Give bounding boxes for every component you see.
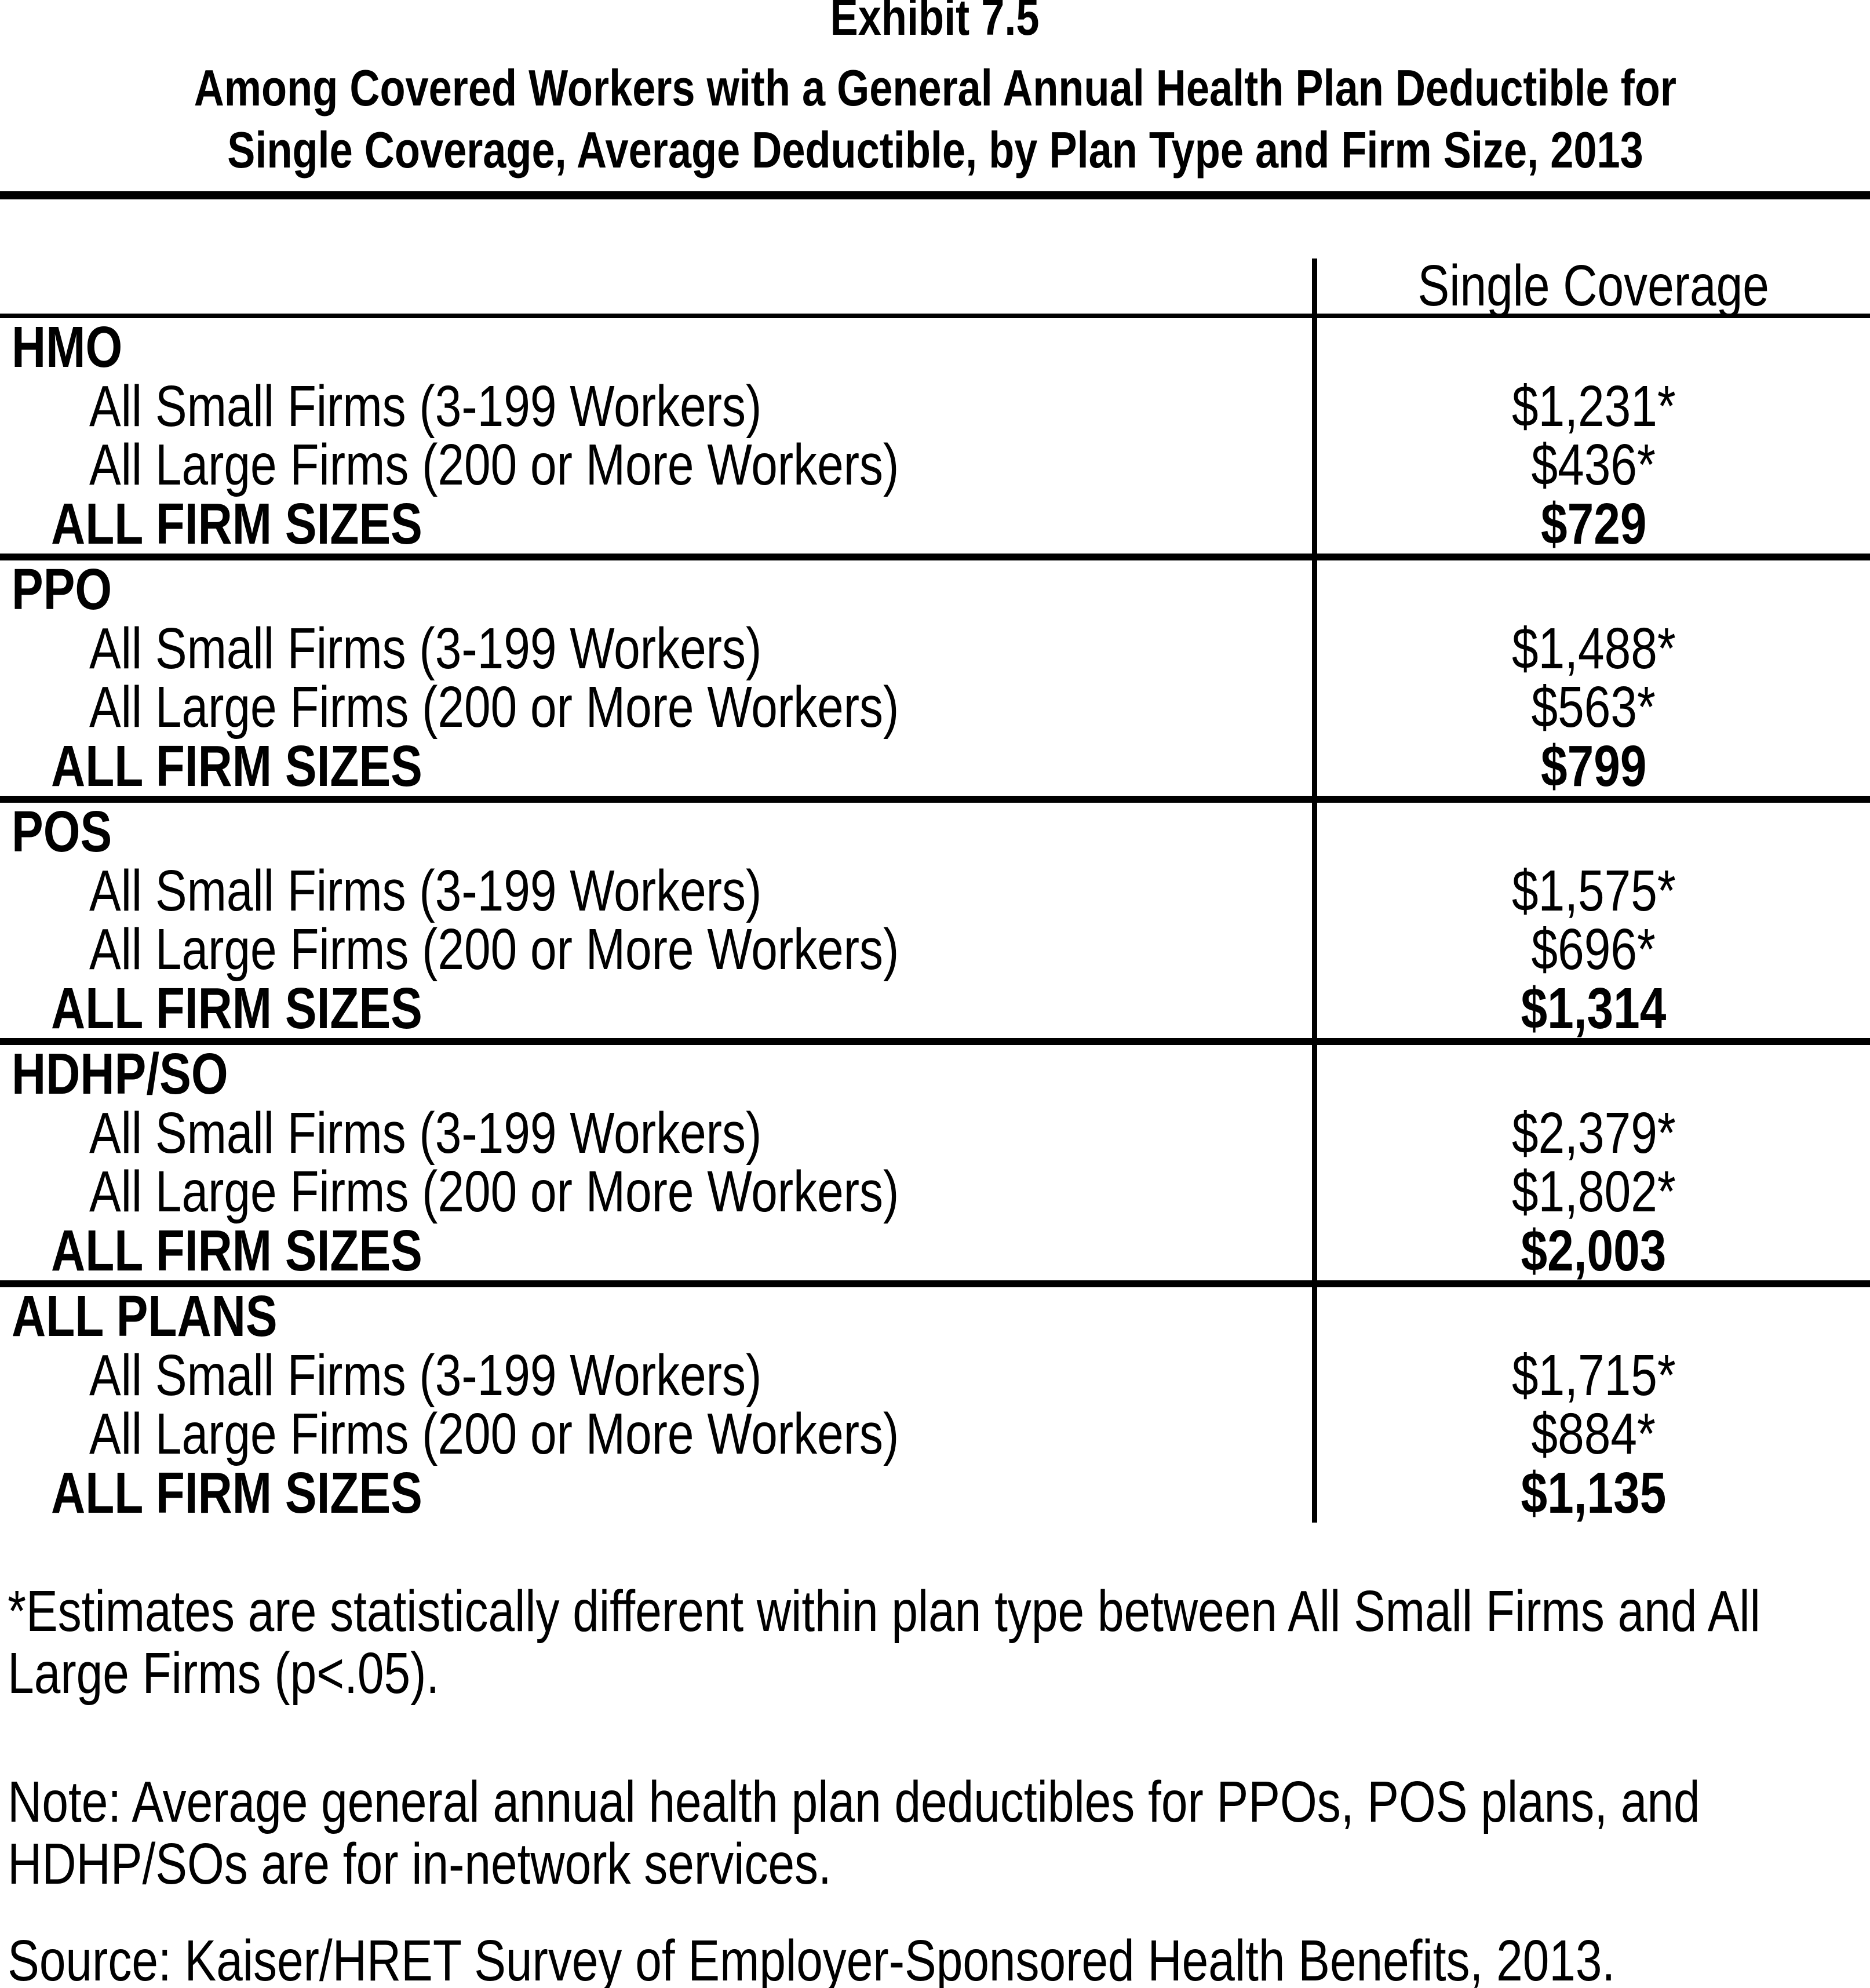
subtitle-line-2: Single Coverage, Average Deductible, by … bbox=[227, 121, 1643, 179]
table-row: ALL FIRM SIZES $729 bbox=[0, 491, 1870, 556]
value-cell bbox=[1312, 1045, 1870, 1104]
title-rule bbox=[0, 191, 1870, 199]
row-label-cell: All Small Firms (3-199 Workers) bbox=[89, 1342, 762, 1408]
table-row: ALL FIRM SIZES $799 bbox=[0, 733, 1870, 799]
plan-name: ALL PLANS bbox=[12, 1284, 278, 1349]
section-pos: POS All Small Firms (3-199 Workers) $1,5… bbox=[0, 799, 1870, 1041]
table-row: All Small Firms (3-199 Workers) $2,379* bbox=[0, 1100, 1870, 1166]
table-row: ALL FIRM SIZES $2,003 bbox=[0, 1218, 1870, 1283]
table-row: PPO bbox=[0, 557, 1870, 622]
value-cell: $1,715* bbox=[1312, 1343, 1870, 1408]
title-block: Exhibit 7.5 Among Covered Workers with a… bbox=[0, 0, 1870, 181]
value-cell: $884* bbox=[1312, 1401, 1870, 1466]
plan-name-cell: POS bbox=[0, 799, 1312, 864]
table-row: All Large Firms (200 or More Workers) $5… bbox=[0, 675, 1870, 740]
exhibit-number-text: Exhibit 7.5 bbox=[830, 0, 1040, 46]
row-label-cell: ALL FIRM SIZES bbox=[51, 975, 422, 1041]
plan-name-cell: PPO bbox=[0, 557, 1312, 622]
row-label-cell: ALL FIRM SIZES bbox=[51, 1218, 422, 1283]
plan-name: PPO bbox=[12, 557, 112, 622]
value-cell: $799 bbox=[1312, 734, 1870, 799]
table-row: All Large Firms (200 or More Workers) $6… bbox=[0, 917, 1870, 982]
value-cell: $1,314 bbox=[1312, 976, 1870, 1041]
value-cell: $2,379* bbox=[1312, 1101, 1870, 1166]
exhibit-number: Exhibit 7.5 bbox=[0, 0, 1870, 43]
table-row: All Large Firms (200 or More Workers) $1… bbox=[0, 1159, 1870, 1225]
footnotes: *Estimates are statistically different w… bbox=[0, 1581, 1870, 1988]
subtitle-line-1: Among Covered Workers with a General Ann… bbox=[194, 59, 1676, 116]
row-label-cell: All Small Firms (3-199 Workers) bbox=[89, 616, 762, 681]
header-empty-cell bbox=[0, 258, 1312, 314]
table-row: All Large Firms (200 or More Workers) $8… bbox=[0, 1401, 1870, 1467]
value-cell: $1,802* bbox=[1312, 1159, 1870, 1224]
plan-name: HDHP/SO bbox=[12, 1042, 228, 1107]
table-row: HMO bbox=[0, 315, 1870, 380]
value-cell bbox=[1312, 560, 1870, 620]
table-row: POS bbox=[0, 799, 1870, 864]
table-row: All Large Firms (200 or More Workers) $4… bbox=[0, 432, 1870, 498]
section-divider bbox=[0, 796, 1870, 803]
significance-footnote: *Estimates are statistically different w… bbox=[8, 1579, 1760, 1706]
value-cell: $696* bbox=[1312, 917, 1870, 982]
row-label-cell: All Small Firms (3-199 Workers) bbox=[89, 1100, 762, 1166]
table-row: ALL PLANS bbox=[0, 1284, 1870, 1349]
plan-name-cell: HDHP/SO bbox=[0, 1042, 1312, 1106]
section-hmo: HMO All Small Firms (3-199 Workers) $1,2… bbox=[0, 315, 1870, 556]
header-rule bbox=[0, 314, 1870, 318]
row-label-cell: All Large Firms (200 or More Workers) bbox=[89, 917, 899, 982]
row-label-cell: All Small Firms (3-199 Workers) bbox=[89, 373, 762, 439]
table-row: All Small Firms (3-199 Workers) $1,488* bbox=[0, 616, 1870, 681]
table-row: All Small Firms (3-199 Workers) $1,715* bbox=[0, 1342, 1870, 1408]
section-hdhp-so: HDHP/SO All Small Firms (3-199 Workers) … bbox=[0, 1042, 1870, 1283]
deductible-table: Single Coverage HMO All Small Firms (3-1… bbox=[0, 253, 1870, 1525]
row-label-cell: All Small Firms (3-199 Workers) bbox=[89, 858, 762, 923]
exhibit-subtitle: Among Covered Workers with a General Ann… bbox=[0, 57, 1870, 181]
source-note: Source: Kaiser/HRET Survey of Employer-S… bbox=[8, 1928, 1616, 1988]
table-row: HDHP/SO bbox=[0, 1042, 1870, 1106]
plan-name-cell: ALL PLANS bbox=[0, 1284, 1312, 1349]
value-cell: $1,135 bbox=[1312, 1461, 1870, 1525]
value-cell: $729 bbox=[1312, 491, 1870, 556]
section-all-plans: ALL PLANS All Small Firms (3-199 Workers… bbox=[0, 1284, 1870, 1525]
row-label-cell: All Large Firms (200 or More Workers) bbox=[89, 1401, 899, 1467]
section-ppo: PPO All Small Firms (3-199 Workers) $1,4… bbox=[0, 557, 1870, 799]
value-cell: $436* bbox=[1312, 432, 1870, 497]
row-label-cell: ALL FIRM SIZES bbox=[51, 733, 422, 799]
plan-name: POS bbox=[12, 799, 112, 865]
row-label-cell: All Large Firms (200 or More Workers) bbox=[89, 432, 899, 498]
section-divider bbox=[0, 554, 1870, 560]
value-cell: $1,231* bbox=[1312, 374, 1870, 439]
table-row: All Small Firms (3-199 Workers) $1,575* bbox=[0, 858, 1870, 923]
plan-name-cell: HMO bbox=[0, 315, 1312, 380]
value-cell: $1,488* bbox=[1312, 616, 1870, 681]
column-header-cell: Single Coverage bbox=[1312, 253, 1870, 318]
section-divider bbox=[0, 1280, 1870, 1287]
section-divider bbox=[0, 1038, 1870, 1045]
value-cell: $2,003 bbox=[1312, 1218, 1870, 1283]
value-cell bbox=[1312, 803, 1870, 862]
plan-name: HMO bbox=[12, 315, 123, 380]
value-cell bbox=[1312, 318, 1870, 377]
row-label-cell: All Large Firms (200 or More Workers) bbox=[89, 675, 899, 740]
methodology-note: Note: Average general annual health plan… bbox=[8, 1769, 1700, 1896]
row-label-cell: ALL FIRM SIZES bbox=[51, 491, 422, 556]
table-header-row: Single Coverage bbox=[0, 253, 1870, 318]
value-cell: $563* bbox=[1312, 675, 1870, 740]
value-cell: $1,575* bbox=[1312, 858, 1870, 923]
table-row: ALL FIRM SIZES $1,135 bbox=[0, 1460, 1870, 1525]
table-row: ALL FIRM SIZES $1,314 bbox=[0, 975, 1870, 1041]
column-header-label: Single Coverage bbox=[1417, 253, 1770, 318]
row-label-cell: ALL FIRM SIZES bbox=[51, 1460, 422, 1525]
value-cell bbox=[1312, 1287, 1870, 1346]
row-label-cell: All Large Firms (200 or More Workers) bbox=[89, 1159, 899, 1225]
table-row: All Small Firms (3-199 Workers) $1,231* bbox=[0, 373, 1870, 439]
